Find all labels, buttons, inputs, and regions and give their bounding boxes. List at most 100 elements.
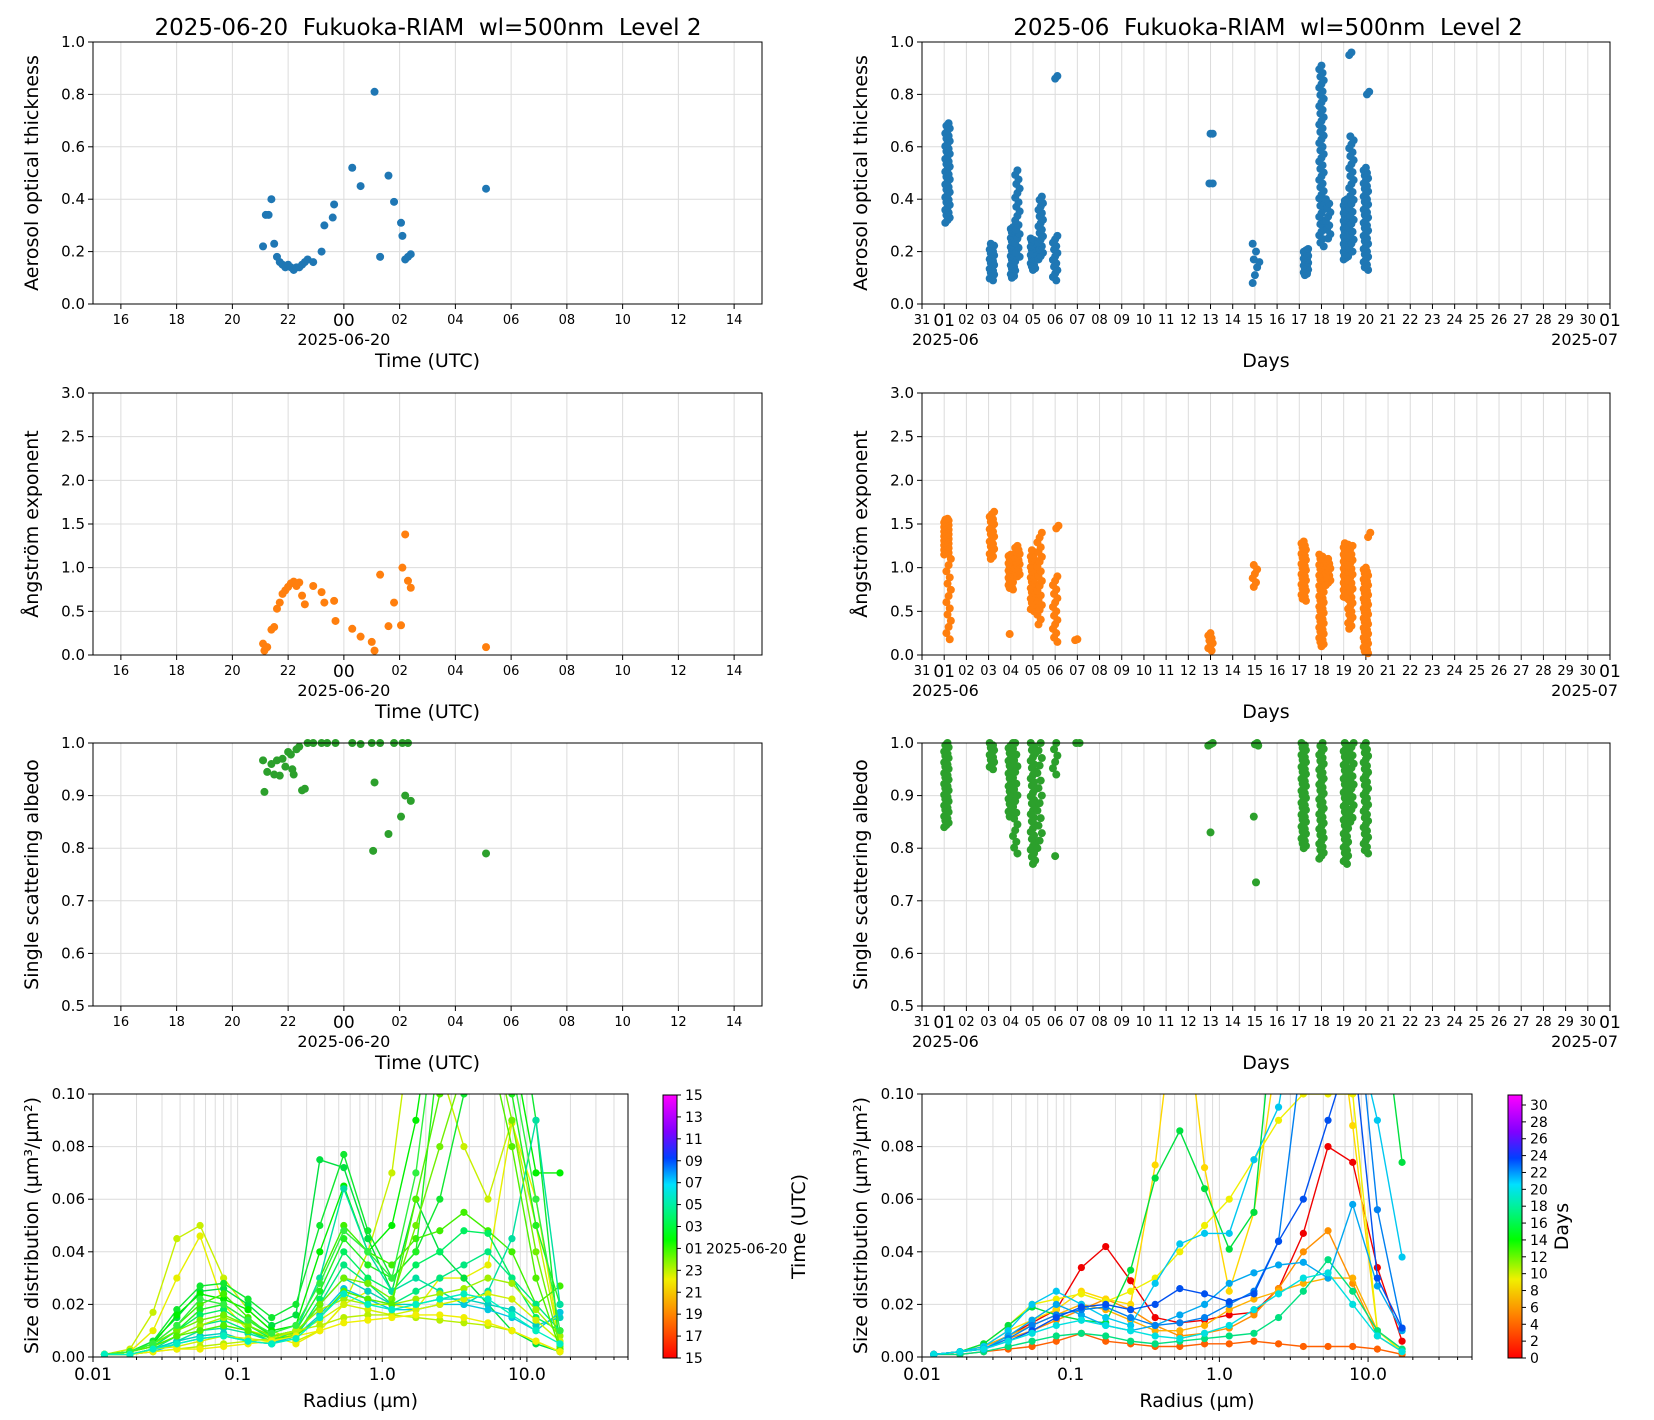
size-daily-series-point xyxy=(244,1321,252,1330)
size-monthly-series-point xyxy=(1225,1279,1233,1287)
aot-daily-point xyxy=(259,242,268,251)
angstrom-daily-ytick-label: 1.0 xyxy=(61,559,85,577)
angstrom-monthly-xtick-label: 03 xyxy=(980,664,997,679)
ssa-daily-ytick-label: 0.8 xyxy=(61,839,85,857)
size-daily-series-point xyxy=(340,1295,348,1303)
angstrom-daily-point xyxy=(356,632,365,641)
aot-monthly-ytick-label: 0.8 xyxy=(890,85,914,103)
angstrom-monthly-xtick-label: 01 xyxy=(1599,662,1621,682)
aot-monthly-xtick-label: 10 xyxy=(1136,313,1153,328)
size-monthly-series-point xyxy=(1200,1329,1209,1337)
size-daily-series-point xyxy=(173,1235,181,1243)
ssa-daily-point xyxy=(397,812,406,821)
size-daily-series-point xyxy=(436,1094,444,1098)
size-monthly-series-point xyxy=(1004,1342,1012,1351)
size-daily-series-point xyxy=(532,1195,540,1203)
aot-monthly-xtick-label: 17 xyxy=(1291,313,1308,328)
angstrom-monthly-xtick-label: 23 xyxy=(1424,664,1441,679)
ssa-daily-date-label: 2025-06-20 xyxy=(297,1032,390,1051)
angstrom-monthly-point xyxy=(990,507,999,516)
size-monthly-colorbar-label: 20 xyxy=(1530,1182,1548,1198)
size-daily-series-point xyxy=(173,1340,181,1348)
ssa-monthly-point xyxy=(1034,784,1043,793)
size-monthly-series-point xyxy=(1300,880,1307,887)
size-monthly-series-point xyxy=(1102,1300,1110,1308)
aot-daily-ytick-label: 0.2 xyxy=(61,243,85,261)
ssa-monthly-point xyxy=(1033,769,1042,778)
angstrom-monthly-xtick-label: 01 xyxy=(933,662,955,682)
size-daily-series-line xyxy=(104,1158,561,1356)
size-daily-ytick-label: 0.00 xyxy=(52,1348,85,1366)
size-monthly-series-point xyxy=(1300,1038,1307,1045)
size-daily-series-line xyxy=(104,1230,561,1356)
ssa-monthly-point xyxy=(1012,750,1021,759)
ssa-daily-point xyxy=(406,796,415,805)
size-monthly-series-point xyxy=(1200,1334,1209,1343)
size-monthly-colorbar-label: 18 xyxy=(1530,1199,1548,1215)
aot-monthly-point xyxy=(1304,244,1313,253)
angstrom-monthly-point xyxy=(943,610,952,619)
aot-monthly-xtick-label: 22 xyxy=(1402,313,1419,328)
size-daily-series-point xyxy=(196,1334,204,1343)
ssa-monthly-start-label: 2025-06 xyxy=(912,1032,979,1051)
ssa-monthly-xtick-label: 03 xyxy=(980,1015,997,1030)
size-monthly-series-point xyxy=(1250,1306,1258,1314)
size-daily-series-point xyxy=(532,1116,540,1124)
size-daily-series-point xyxy=(484,1038,491,1045)
angstrom-monthly-panel: 31 01 02 03 04 05 06 07 08 09 10 11 12 13 14 15 16 17 18 19… xyxy=(849,384,1621,723)
size-monthly-series-point xyxy=(1299,1274,1307,1282)
size-monthly-colorbar-label: 0 xyxy=(1530,1351,1539,1367)
size-monthly-series-point xyxy=(1349,1200,1357,1209)
size-daily-series-point xyxy=(556,1300,564,1308)
size-monthly-series-point xyxy=(1102,1321,1110,1330)
size-daily-series-point xyxy=(436,1248,444,1256)
aot-daily-point xyxy=(397,218,406,227)
ssa-monthly-ytick-label: 0.7 xyxy=(890,892,914,910)
size-daily-series-point xyxy=(340,1164,348,1172)
size-daily-series-point xyxy=(340,1290,348,1298)
size-monthly-series-point xyxy=(1274,1261,1283,1269)
ssa-monthly-point xyxy=(1053,751,1062,760)
ssa-monthly-point xyxy=(1050,745,1059,754)
size-monthly-series-point xyxy=(1324,1094,1332,1098)
size-daily-series-point xyxy=(460,1290,468,1298)
size-monthly-series-line xyxy=(933,1272,1403,1356)
aot-monthly-xtick-label: 29 xyxy=(1557,313,1574,328)
size-daily-series-point xyxy=(292,1321,300,1330)
angstrom-monthly-point xyxy=(943,514,952,523)
size-daily-series-point xyxy=(316,1279,324,1287)
size-daily-series-point xyxy=(173,1274,181,1282)
angstrom-monthly-point xyxy=(946,554,955,563)
angstrom-monthly-point xyxy=(1348,541,1357,550)
ssa-monthly-ytick-label: 0.8 xyxy=(890,839,914,857)
size-monthly-series-point xyxy=(1324,1256,1332,1264)
size-daily-series-point xyxy=(532,1321,540,1330)
size-monthly-series-point xyxy=(1200,1313,1209,1322)
aot-monthly-ytick-label: 0.2 xyxy=(890,243,914,261)
angstrom-daily-point xyxy=(317,588,326,597)
size-monthly-series-point xyxy=(1373,1282,1381,1290)
size-daily-series-point xyxy=(484,933,491,940)
ssa-daily-point xyxy=(401,791,410,800)
size-monthly-series-line xyxy=(933,1094,1403,1356)
size-daily-series-point xyxy=(196,1232,204,1240)
angstrom-daily-xtick-label: 14 xyxy=(726,664,743,679)
angstrom-monthly-ytick-label: 1.0 xyxy=(890,559,914,577)
size-monthly-series-point xyxy=(1373,1327,1381,1335)
size-daily-series-line xyxy=(104,1293,561,1356)
ssa-monthly-xtick-label: 31 xyxy=(914,1015,931,1030)
size-daily-series-point xyxy=(436,1300,444,1308)
aot-monthly-xlabel: Days xyxy=(1242,350,1289,372)
size-monthly-series-line xyxy=(933,1094,1403,1356)
size-daily-colorbar-label: 19 xyxy=(685,1307,703,1323)
size-daily-series-point xyxy=(412,1311,420,1319)
size-daily-series-point xyxy=(484,1012,491,1019)
size-daily-series-line xyxy=(104,1094,561,1356)
aot-monthly-xtick-label: 24 xyxy=(1446,313,1463,328)
ssa-daily-xtick-label: 14 xyxy=(726,1015,743,1030)
size-monthly-series-point xyxy=(1299,1287,1307,1295)
ssa-monthly-xtick-label: 19 xyxy=(1335,1015,1352,1030)
aot-daily-point xyxy=(309,258,318,267)
size-daily-series-point xyxy=(460,1094,468,1098)
size-daily-series-point xyxy=(556,1327,564,1335)
